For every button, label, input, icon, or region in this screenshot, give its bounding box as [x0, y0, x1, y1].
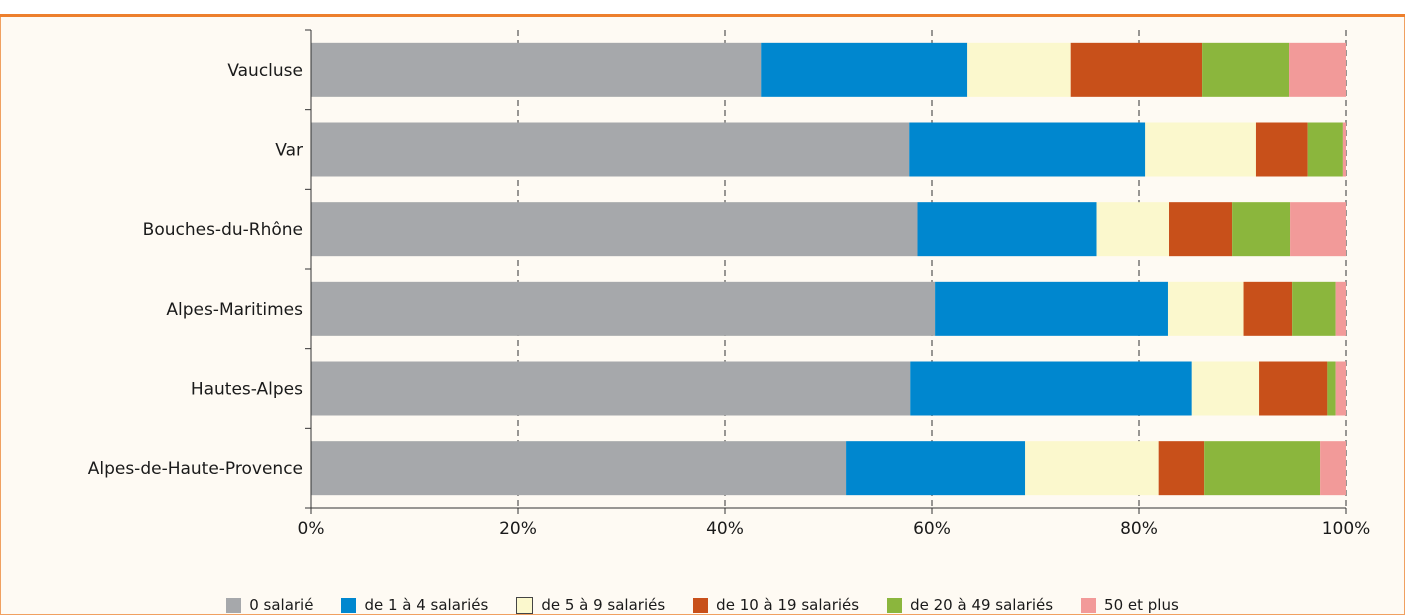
legend-label: de 20 à 49 salariés — [910, 596, 1054, 614]
legend-swatch — [226, 597, 242, 613]
bar-segment — [1204, 441, 1321, 496]
legend-swatch — [693, 597, 709, 613]
bar-segment — [1158, 441, 1205, 496]
legend-item: de 20 à 49 salariés — [887, 596, 1053, 614]
bar-segment — [1232, 202, 1291, 257]
bar-segment — [1096, 202, 1170, 257]
bar-segment — [1342, 122, 1346, 177]
category-label: Bouches-du-Rhône — [143, 220, 303, 240]
stacked-bar-chart: Vaucluse Var Bouches-du-Rhône Alpes-Maritim… — [88, 29, 1371, 539]
bars — [311, 42, 1346, 496]
bar-segment — [909, 122, 1146, 177]
bar-segment — [967, 42, 1071, 97]
category-label: Alpes-Maritimes — [166, 300, 303, 320]
bar-segment — [1320, 441, 1346, 496]
category-label: Vaucluse — [227, 61, 303, 81]
tick-labels: 0% 20% 40% 60% 80% 100% — [298, 519, 1371, 539]
bar-segment — [1167, 281, 1244, 336]
category-label: Var — [275, 141, 303, 161]
bar-segment — [311, 361, 911, 416]
bar-segment — [917, 202, 1097, 257]
legend-swatch — [887, 597, 903, 613]
legend: 0 salarié de 1 à 4 salariés de 5 à 9 salar… — [0, 596, 1405, 614]
bar-segment — [910, 361, 1192, 416]
top-band — [0, 0, 1405, 14]
legend-label: de 1 à 4 salariés — [364, 596, 489, 614]
bar-segment — [311, 281, 936, 336]
x-tick-label: 20% — [499, 519, 537, 539]
legend-item: 0 salarié — [226, 596, 313, 614]
x-tick-label: 80% — [1120, 519, 1158, 539]
bar-segment — [1191, 361, 1260, 416]
top-accent-line — [0, 14, 1405, 17]
legend-swatch — [516, 596, 534, 614]
x-tick-label: 60% — [913, 519, 951, 539]
bar-segment — [761, 42, 968, 97]
x-tick-label: 100% — [1322, 519, 1371, 539]
bar-segment — [846, 441, 1026, 496]
bar-segment — [1289, 42, 1346, 97]
bar-segment — [935, 281, 1168, 336]
bar-segment — [311, 202, 918, 257]
legend-label: de 10 à 19 salariés — [716, 596, 860, 614]
bar-segment — [1169, 202, 1233, 257]
bar-segment — [1327, 361, 1336, 416]
x-tick-label: 0% — [298, 519, 325, 539]
bar-segment — [1335, 281, 1346, 336]
legend-label: 50 et plus — [1104, 596, 1179, 614]
bar-segment — [311, 42, 762, 97]
x-tick-label: 40% — [706, 519, 744, 539]
bar-segment — [311, 441, 847, 496]
category-label: Alpes-de-Haute-Provence — [88, 459, 303, 479]
category-labels: Vaucluse Var Bouches-du-Rhône Alpes-Maritim… — [88, 61, 303, 479]
category-label: Hautes-Alpes — [191, 380, 303, 400]
bar-segment — [1070, 42, 1203, 97]
legend-item: de 10 à 19 salariés — [693, 596, 859, 614]
legend-label: 0 salarié — [249, 596, 314, 614]
bar-segment — [1202, 42, 1290, 97]
legend-swatch — [1081, 597, 1097, 613]
bar-segment — [1259, 361, 1328, 416]
legend-item: de 5 à 9 salariés — [516, 596, 665, 614]
gridlines — [517, 30, 1347, 508]
legend-label: de 5 à 9 salariés — [541, 596, 666, 614]
bar-segment — [311, 122, 910, 177]
bar-segment — [1025, 441, 1159, 496]
axes — [305, 29, 1347, 514]
legend-item: de 1 à 4 salariés — [341, 596, 488, 614]
legend-item: 50 et plus — [1081, 596, 1179, 614]
bar-segment — [1290, 202, 1346, 257]
bar-segment — [1292, 281, 1336, 336]
bar-segment — [1307, 122, 1343, 177]
bar-segment — [1243, 281, 1293, 336]
bar-segment — [1335, 361, 1346, 416]
bar-segment — [1255, 122, 1308, 177]
legend-swatch — [341, 597, 357, 613]
bar-segment — [1145, 122, 1256, 177]
